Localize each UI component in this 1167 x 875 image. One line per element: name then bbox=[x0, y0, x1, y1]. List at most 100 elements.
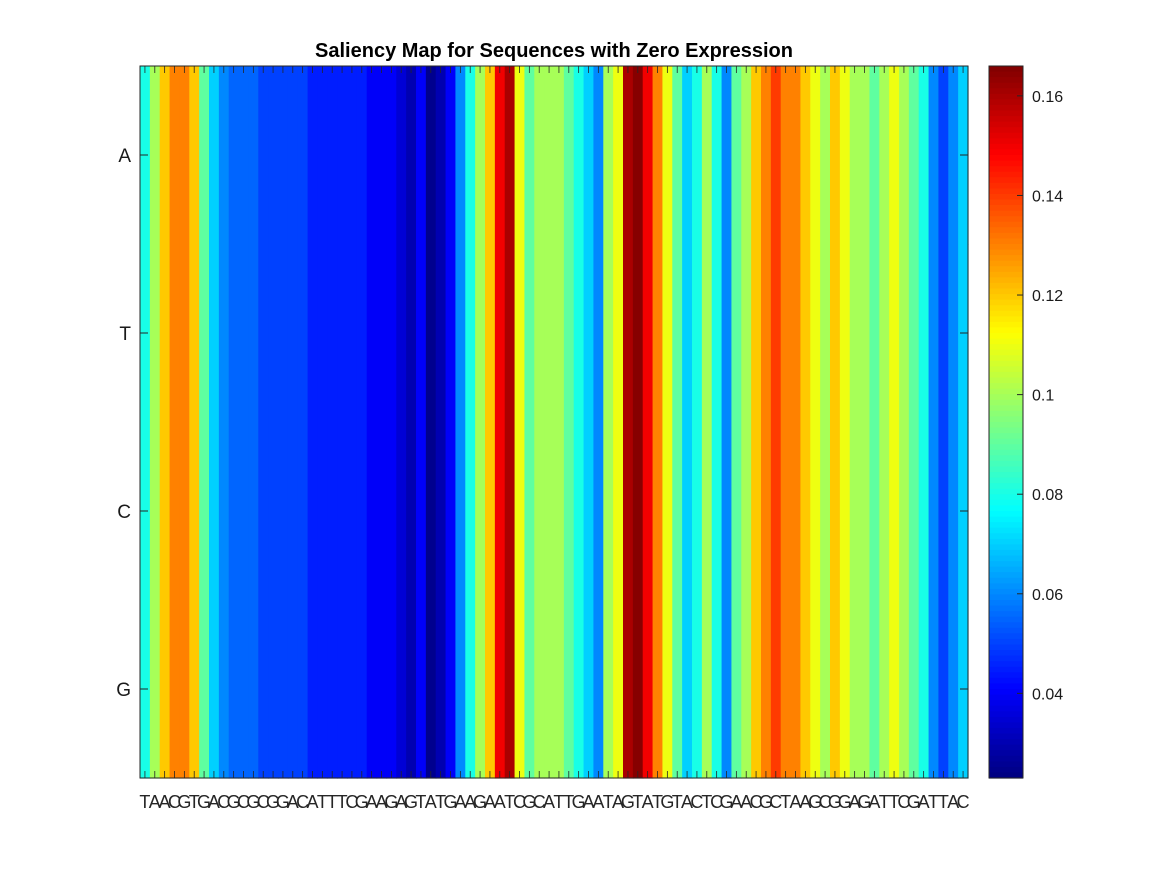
heatmap-cell bbox=[297, 422, 309, 601]
colorbar-tick-label: 0.08 bbox=[1032, 487, 1063, 504]
colorbar-segment bbox=[989, 299, 1023, 306]
x-tick-label: T bbox=[889, 792, 900, 812]
heatmap-cell bbox=[445, 422, 457, 601]
colorbar-segment bbox=[989, 127, 1023, 134]
heatmap-cell bbox=[908, 600, 920, 779]
heatmap-cell bbox=[317, 422, 328, 601]
colorbar-segment bbox=[989, 544, 1023, 551]
heatmap-cell bbox=[356, 244, 368, 423]
heatmap-cell bbox=[682, 244, 693, 423]
heatmap-cell bbox=[741, 244, 752, 423]
colorbar-segment bbox=[989, 321, 1023, 329]
y-tick-label: G bbox=[116, 680, 131, 701]
x-tick-label: C bbox=[690, 792, 703, 812]
colorbar-segment bbox=[989, 155, 1023, 162]
heatmap-cell bbox=[544, 422, 555, 601]
heatmap-cell bbox=[179, 422, 190, 601]
x-tick-label: C bbox=[168, 792, 181, 812]
colorbar-segment bbox=[989, 438, 1023, 445]
heatmap-cell bbox=[327, 600, 338, 779]
heatmap-cell bbox=[465, 66, 476, 245]
colorbar-segment bbox=[989, 644, 1023, 651]
heatmap-cell bbox=[347, 244, 358, 423]
x-tick-label: G bbox=[572, 792, 586, 812]
heatmap-cell bbox=[642, 244, 654, 423]
heatmap-cell bbox=[485, 244, 496, 423]
colorbar-segment bbox=[989, 594, 1023, 601]
heatmap-cell bbox=[465, 422, 476, 601]
x-tick-label: T bbox=[672, 792, 683, 812]
heatmap-cell bbox=[199, 66, 210, 245]
heatmap-cell bbox=[928, 600, 940, 779]
heatmap-cell bbox=[593, 422, 604, 601]
heatmap-cell bbox=[258, 66, 269, 245]
colorbar-segment bbox=[989, 394, 1023, 401]
heatmap-cell bbox=[554, 66, 565, 245]
heatmap-cell bbox=[879, 422, 890, 601]
x-tick-label: A bbox=[868, 792, 880, 812]
heatmap-cell bbox=[504, 422, 516, 601]
heatmap-cell bbox=[770, 244, 782, 423]
colorbar-segment bbox=[989, 505, 1023, 512]
colorbar-segment bbox=[989, 561, 1023, 568]
heatmap-cell bbox=[209, 66, 220, 245]
heatmap-cell bbox=[583, 600, 595, 779]
x-tick-label: T bbox=[563, 792, 574, 812]
colorbar-segment bbox=[989, 422, 1023, 429]
heatmap-cell bbox=[258, 422, 269, 601]
x-tick-label: A bbox=[159, 792, 171, 812]
heatmap-cell bbox=[317, 600, 328, 779]
heatmap-cell bbox=[928, 422, 940, 601]
colorbar-segment bbox=[989, 166, 1023, 173]
heatmap-cell bbox=[632, 422, 644, 601]
heatmap-cell bbox=[189, 244, 200, 423]
colorbar-segment bbox=[989, 232, 1023, 240]
heatmap-cell bbox=[642, 66, 654, 245]
heatmap-cell bbox=[563, 244, 575, 423]
heatmap-cell bbox=[366, 600, 378, 779]
heatmap-cell bbox=[899, 66, 910, 245]
colorbar-segment bbox=[989, 650, 1023, 657]
heatmap-cell bbox=[396, 600, 407, 779]
x-tick-label: G bbox=[621, 792, 635, 812]
colorbar-segment bbox=[989, 766, 1023, 774]
heatmap-cell bbox=[938, 66, 949, 245]
colorbar-segment bbox=[989, 71, 1023, 78]
colorbar-segment bbox=[989, 616, 1023, 623]
heatmap-cell bbox=[662, 66, 673, 245]
heatmap-cell bbox=[573, 244, 585, 423]
heatmap-cell bbox=[662, 244, 673, 423]
heatmap-cell bbox=[524, 600, 535, 779]
heatmap-cell bbox=[169, 600, 181, 779]
x-tick-label: A bbox=[375, 792, 387, 812]
x-tick-label: G bbox=[907, 792, 921, 812]
heatmap-cell bbox=[701, 600, 713, 779]
colorbar-segment bbox=[989, 316, 1023, 323]
heatmap-cell bbox=[889, 600, 900, 779]
heatmap-cell bbox=[889, 422, 900, 601]
x-tick-label: C bbox=[897, 792, 910, 812]
heatmap-cell bbox=[682, 66, 693, 245]
x-tick-label: A bbox=[464, 792, 476, 812]
colorbar-segment bbox=[989, 333, 1023, 340]
heatmap-cell bbox=[159, 66, 171, 245]
x-tick-label: A bbox=[287, 792, 299, 812]
heatmap-cell bbox=[425, 244, 437, 423]
heatmap-cell bbox=[317, 244, 328, 423]
heatmap-cell bbox=[524, 422, 535, 601]
colorbar: 0.04 0.06 0.08 0.1 0.12 0.14 0.16 bbox=[988, 65, 1063, 779]
heatmap-cell bbox=[908, 244, 920, 423]
colorbar-segment bbox=[989, 349, 1023, 356]
heatmap-cell bbox=[859, 422, 871, 601]
heatmap-cell bbox=[721, 422, 733, 601]
heatmap-cell bbox=[554, 244, 565, 423]
heatmap-cell bbox=[573, 600, 585, 779]
x-tick-label: G bbox=[355, 792, 369, 812]
colorbar-segment bbox=[989, 716, 1023, 723]
heatmap-cell bbox=[820, 422, 831, 601]
x-tick-label: A bbox=[484, 792, 496, 812]
heatmap-cell bbox=[593, 600, 604, 779]
heatmap-cell bbox=[613, 244, 624, 423]
heatmap-cell bbox=[731, 422, 742, 601]
colorbar-segment bbox=[989, 199, 1023, 206]
